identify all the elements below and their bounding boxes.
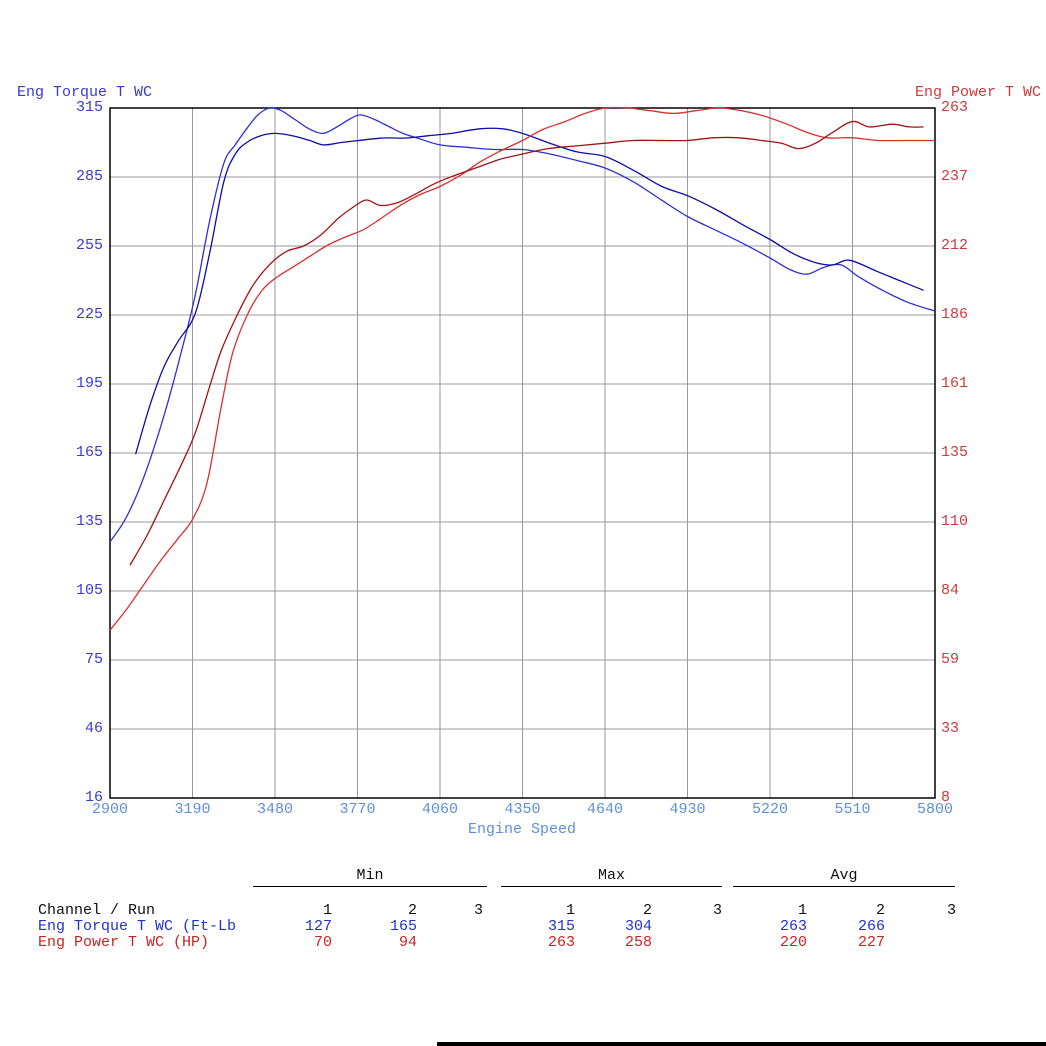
rpm-axis-tick-label: 3480	[256, 801, 293, 818]
torque-axis-tick-label: 165	[75, 444, 103, 461]
torque-axis-tick-label: 75	[84, 651, 103, 668]
channel-label: Eng Power T WC (HP)	[38, 934, 210, 951]
torque-axis-tick-label: 255	[75, 237, 103, 254]
power-axis-title: Eng Power T WC	[914, 84, 1041, 101]
torque-axis-tick-label: 46	[84, 720, 103, 737]
run-number-header: 2	[642, 902, 652, 919]
stat-group-header-avg: Avg	[830, 867, 858, 884]
power-curve-run-2	[129, 120, 924, 566]
rpm-axis-tick-label: 4930	[669, 801, 706, 818]
run-number-header: 1	[797, 902, 807, 919]
torque-axis-title: Eng Torque T WC	[17, 84, 153, 101]
torque-axis-tick-label: 16	[84, 789, 103, 806]
power-axis-tick-label: 59	[941, 651, 960, 668]
stat-value: 263	[779, 918, 807, 935]
power-axis-tick-label: 84	[941, 582, 960, 599]
channel-label: Eng Torque T WC (Ft-Lb	[38, 918, 237, 935]
rpm-axis-tick-label: 5510	[834, 801, 871, 818]
stat-group-underline	[253, 886, 487, 887]
plot-border	[109, 107, 936, 799]
stat-value: 263	[547, 934, 575, 951]
channel-run-header: Channel / Run	[38, 902, 156, 919]
torque-axis-tick-label: 105	[75, 582, 103, 599]
run-number-header: 3	[473, 902, 483, 919]
torque-curve-run-2	[134, 127, 924, 455]
x-axis-title: Engine Speed	[467, 821, 577, 838]
stat-value: 165	[389, 918, 417, 935]
run-number-header: 3	[946, 902, 956, 919]
stat-value: 127	[304, 918, 332, 935]
bottom-edge-line	[437, 1042, 1046, 1046]
stat-group-header-max: Max	[597, 867, 625, 884]
power-axis-tick-label: 110	[941, 513, 969, 530]
stat-value: 266	[857, 918, 885, 935]
stat-group-underline	[501, 886, 722, 887]
stat-value: 227	[857, 934, 885, 951]
rpm-axis-tick-label: 4640	[586, 801, 623, 818]
power-axis-tick-label: 212	[941, 237, 969, 254]
rpm-axis-tick-label: 4060	[421, 801, 458, 818]
stat-value: 94	[398, 934, 417, 951]
power-axis-tick-label: 263	[941, 99, 969, 116]
power-curve-run-1	[109, 106, 935, 631]
rpm-axis-tick-label: 5800	[916, 801, 953, 818]
stat-value: 304	[624, 918, 652, 935]
torque-axis-tick-label: 135	[75, 513, 103, 530]
run-number-header: 2	[875, 902, 885, 919]
dyno-chart	[109, 106, 936, 799]
stat-value: 258	[624, 934, 652, 951]
rpm-axis-tick-label: 5220	[751, 801, 788, 818]
run-number-header: 2	[407, 902, 417, 919]
rpm-axis-tick-label: 3190	[174, 801, 211, 818]
power-axis-tick-label: 186	[941, 306, 969, 323]
power-axis-tick-label: 33	[941, 720, 960, 737]
rpm-axis-tick-label: 3770	[339, 801, 376, 818]
stat-group-underline	[733, 886, 955, 887]
stat-value: 220	[779, 934, 807, 951]
rpm-axis-tick-label: 2900	[91, 801, 128, 818]
torque-axis-tick-label: 315	[75, 99, 103, 116]
torque-axis-tick-label: 195	[75, 375, 103, 392]
stat-group-header-min: Min	[356, 867, 384, 884]
power-axis-tick-label: 8	[941, 789, 951, 806]
rpm-axis-tick-label: 4350	[504, 801, 541, 818]
power-axis-tick-label: 161	[941, 375, 969, 392]
stat-value: 315	[547, 918, 575, 935]
stat-value: 70	[313, 934, 332, 951]
run-number-header: 1	[565, 902, 575, 919]
torque-curve-run-1	[109, 107, 936, 543]
power-axis-tick-label: 135	[941, 444, 969, 461]
torque-axis-tick-label: 225	[75, 306, 103, 323]
torque-axis-tick-label: 285	[75, 168, 103, 185]
run-number-header: 1	[322, 902, 332, 919]
run-number-header: 3	[712, 902, 722, 919]
power-axis-tick-label: 237	[941, 168, 969, 185]
